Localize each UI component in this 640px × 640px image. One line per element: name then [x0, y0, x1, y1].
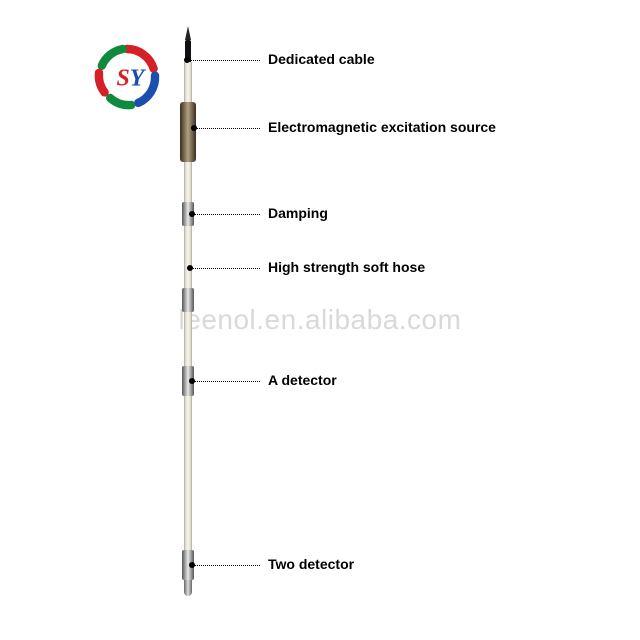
probe-segment-white-tube — [184, 312, 192, 366]
callout-label: Damping — [268, 205, 328, 221]
logo-icon: S Y — [92, 42, 162, 112]
leader-line — [187, 60, 260, 61]
svg-text:S: S — [117, 65, 130, 91]
leader-line — [192, 381, 260, 382]
leader-line — [190, 268, 260, 269]
probe-segment-metal — [182, 288, 194, 312]
probe-segment-white-tube — [184, 396, 192, 550]
probe-segment-white-tube — [184, 226, 192, 288]
leader-line — [194, 128, 260, 129]
probe-segment-white-tube — [184, 62, 192, 102]
leader-line — [192, 214, 260, 215]
leader-line — [192, 565, 260, 566]
callout-label: Two detector — [268, 556, 354, 572]
probe-segment-tip-needle — [185, 26, 191, 40]
probe-segment-white-tube — [184, 162, 192, 202]
callout-label: High strength soft hose — [268, 259, 425, 275]
probe-segment-big-metal — [180, 102, 196, 162]
callout-label: A detector — [268, 372, 337, 388]
watermark-text: leenol.en.alibaba.com — [179, 304, 462, 336]
diagram-stage: leenol.en.alibaba.com S Y Dedicated cabl… — [0, 0, 640, 640]
probe-segment-bottom-tip — [184, 580, 192, 596]
callout-label: Electromagnetic excitation source — [268, 119, 496, 135]
callout-label: Dedicated cable — [268, 51, 375, 67]
svg-text:Y: Y — [130, 65, 147, 91]
brand-logo: S Y — [92, 42, 162, 112]
probe-illustration — [176, 40, 200, 600]
